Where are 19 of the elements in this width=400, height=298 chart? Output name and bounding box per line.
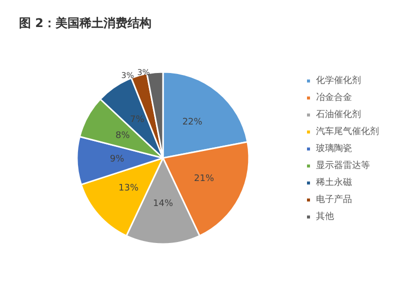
chart-title: 图 2：美国稀土消费结构 bbox=[19, 16, 152, 30]
legend-label: 冶金合金 bbox=[316, 92, 352, 103]
legend-label: 石油催化剂 bbox=[316, 109, 361, 120]
legend-label: 显示器雷达等 bbox=[316, 160, 370, 171]
data-label: 3% bbox=[137, 68, 150, 77]
legend-label: 化学催化剂 bbox=[316, 75, 361, 86]
legend-label: 电子产品 bbox=[316, 194, 352, 205]
data-label: 9% bbox=[110, 154, 125, 164]
legend-label: 玻璃陶瓷 bbox=[316, 143, 352, 154]
data-label: 14% bbox=[152, 199, 174, 209]
data-label: 8% bbox=[116, 130, 130, 141]
legend-label: 汽车尾气催化剂 bbox=[316, 126, 379, 137]
legend-label: 稀土永磁 bbox=[316, 177, 352, 188]
data-label: 21% bbox=[194, 174, 214, 184]
data-label: 13% bbox=[118, 183, 139, 194]
data-label: 7% bbox=[130, 114, 145, 125]
legend-label: 其他 bbox=[316, 211, 334, 222]
data-label: 22% bbox=[182, 118, 203, 128]
data-label: 3% bbox=[121, 70, 134, 80]
